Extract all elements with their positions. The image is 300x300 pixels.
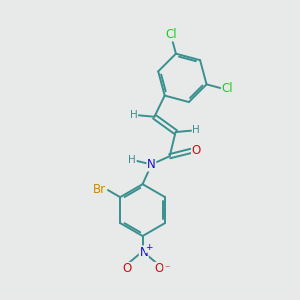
Text: H: H xyxy=(130,110,138,120)
Text: H: H xyxy=(128,155,136,165)
Text: O: O xyxy=(123,262,132,275)
Text: O: O xyxy=(192,144,201,157)
Text: N: N xyxy=(147,158,156,171)
Text: O: O xyxy=(154,262,164,275)
Text: ⁻: ⁻ xyxy=(164,264,170,274)
Text: N: N xyxy=(140,246,148,259)
Text: Cl: Cl xyxy=(165,28,177,41)
Text: Br: Br xyxy=(93,183,106,196)
Text: Cl: Cl xyxy=(221,82,233,94)
Text: +: + xyxy=(145,243,153,252)
Text: H: H xyxy=(192,125,200,135)
